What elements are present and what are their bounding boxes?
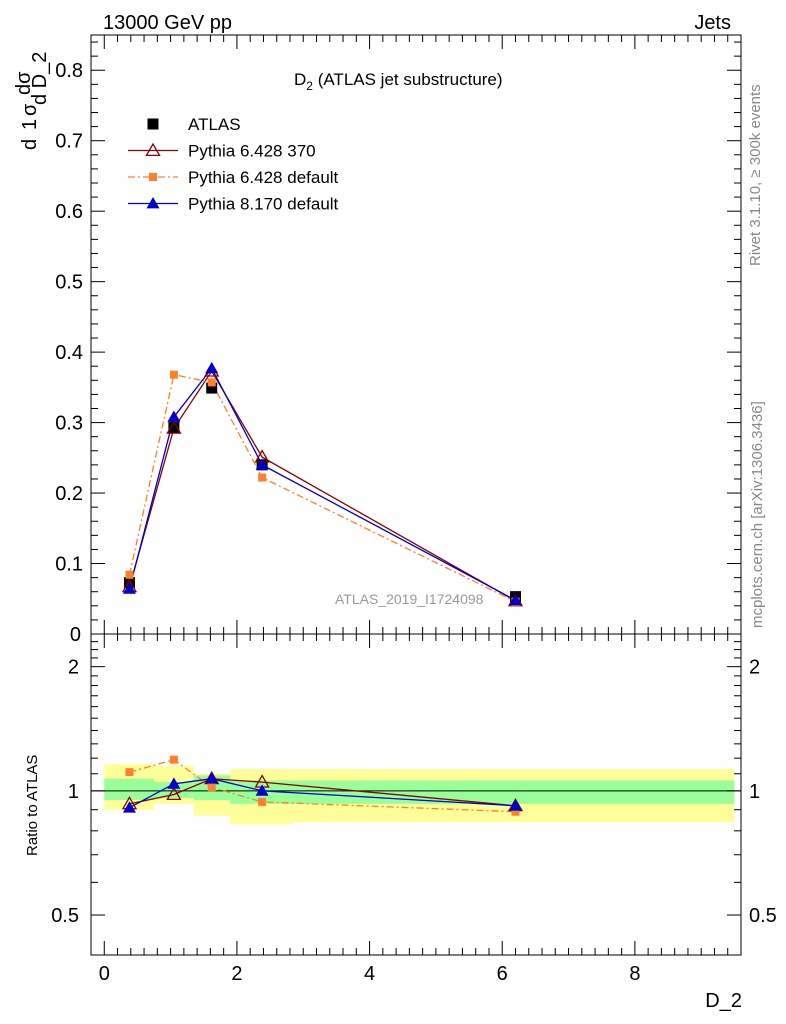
- x-tick-label: 6: [497, 963, 508, 985]
- x-tick-label: 2: [231, 963, 242, 985]
- main-y-axis-label: d 1 σ dσ d D_2: [13, 52, 51, 150]
- legend-label: Pythia 6.428 370: [188, 142, 316, 161]
- series-line: [128, 367, 516, 601]
- analysis-watermark: ATLAS_2019_I1724098: [335, 591, 484, 607]
- ratio-inner-band: [104, 778, 155, 801]
- ylabel-dd2: d D_2: [29, 52, 51, 105]
- main-data-layer: [121, 361, 524, 607]
- y-tick-label: 0: [70, 624, 81, 646]
- data-point-square: [258, 473, 267, 482]
- title-main: D: [294, 70, 306, 89]
- header-right: Jets: [694, 12, 731, 34]
- title-subscript: 2: [306, 79, 313, 93]
- ratio-y-tick-label-right: 1: [749, 781, 760, 803]
- ratio-y-tick-label: 0.5: [51, 905, 79, 927]
- data-point-square: [207, 783, 216, 792]
- ratio-y-axis-label: Ratio to ATLAS: [24, 755, 41, 856]
- y-tick-label: 0.6: [55, 201, 83, 223]
- legend-label: ATLAS: [188, 115, 241, 134]
- data-point-square: [258, 797, 267, 806]
- data-point-triangle: [205, 361, 219, 374]
- y-tick-label: 0.2: [55, 483, 83, 505]
- y-tick-label: 0.1: [55, 554, 83, 576]
- data-point-square: [149, 173, 157, 181]
- data-point-square: [147, 118, 159, 130]
- data-point-triangle: [508, 799, 522, 811]
- ratio-y-tick-label: 2: [68, 657, 79, 679]
- series-line: [128, 369, 516, 602]
- data-point-triangle: [255, 784, 269, 796]
- data-point-triangle-open: [166, 420, 182, 434]
- ylabel-sigma: σ: [19, 103, 41, 116]
- x-tick-label: 4: [364, 963, 375, 985]
- header-left: 13000 GeV pp: [103, 12, 232, 34]
- data-point-triangle-open: [166, 786, 182, 800]
- data-point-square: [169, 755, 178, 764]
- ratio-frame: [90, 633, 742, 956]
- data-point-triangle-open: [145, 142, 161, 157]
- y-tick-label: 0.3: [55, 413, 83, 435]
- data-point-square: [207, 378, 216, 387]
- data-point-square: [125, 570, 134, 579]
- data-point-square: [125, 768, 134, 777]
- data-point-triangle: [205, 772, 219, 784]
- y-tick-label: 0.8: [55, 60, 83, 82]
- mcplots-reference-label: mcplots.cern.ch [arXiv:1306.3436]: [749, 401, 766, 628]
- data-point-triangle: [255, 458, 269, 470]
- data-point-triangle: [167, 777, 181, 789]
- data-point-square: [206, 382, 218, 394]
- data-point-triangle: [167, 410, 181, 422]
- y-tick-label: 0.7: [55, 131, 83, 153]
- data-point-triangle: [122, 801, 136, 813]
- y-tick-label: 0.4: [55, 342, 83, 364]
- ratio-inner-band: [154, 782, 194, 799]
- x-tick-label: 0: [99, 963, 110, 985]
- ylabel-one: 1: [19, 119, 41, 130]
- ylabel-d-one: d: [19, 139, 41, 150]
- data-point-square: [511, 807, 520, 816]
- ratio-y-tick-label-right: 0.5: [749, 905, 777, 927]
- ratio-inner-band: [293, 780, 735, 804]
- data-point-square: [169, 370, 178, 379]
- legend: ATLAS Pythia 6.428 370 Pythia 6.428 defaul…: [128, 115, 339, 214]
- legend-label: Pythia 8.170 default: [188, 195, 339, 214]
- ratio-data-layer: [91, 755, 741, 825]
- data-point-triangle: [508, 593, 522, 606]
- rivet-version-label: Rivet 3.1.10, ≥ 300k events: [747, 84, 764, 266]
- data-point-square: [168, 422, 180, 434]
- data-point-triangle: [146, 197, 160, 209]
- ylabel-dsigma: dσ: [13, 71, 35, 95]
- axes-layer: 0.1 0.2 0.3 0.4 0.5 0.6 0.7 0.8 0 0 2 4 6 8 0.5 0.5 1 1 2 2: [51, 34, 777, 985]
- ratio-y-tick-label-right: 2: [749, 657, 760, 679]
- x-tick-label: 8: [629, 963, 640, 985]
- chart-title: D2 (ATLAS jet substructure): [294, 70, 503, 93]
- data-point-triangle: [122, 582, 136, 594]
- ratio-y-tick-label: 1: [68, 781, 79, 803]
- x-axis-label: D_2: [705, 990, 742, 1012]
- legend-label: Pythia 6.428 default: [188, 168, 339, 187]
- title-rest: (ATLAS jet substructure): [313, 70, 503, 89]
- y-tick-label: 0.5: [55, 272, 83, 294]
